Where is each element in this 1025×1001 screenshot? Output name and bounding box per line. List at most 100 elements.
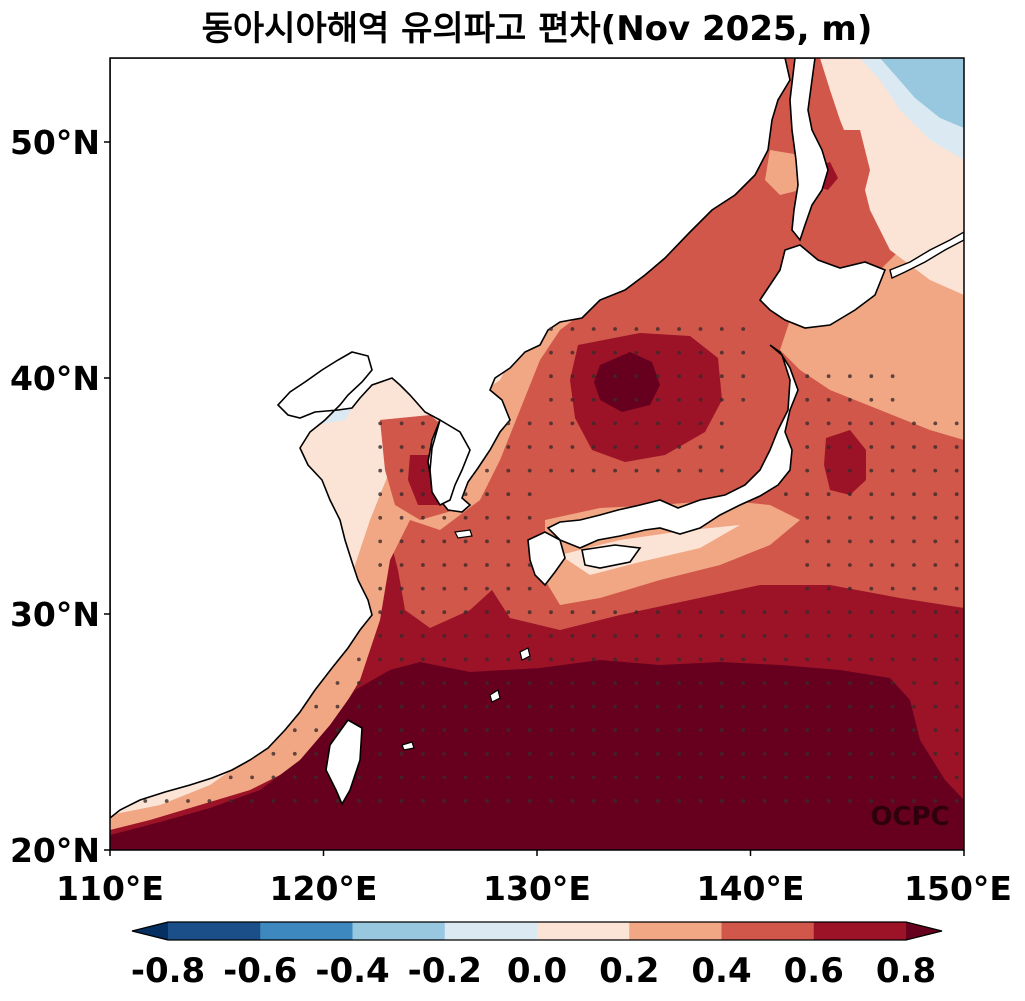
significance-dot <box>719 468 724 473</box>
significance-dot <box>698 681 703 685</box>
significance-dot <box>933 799 938 803</box>
colorbar-segment <box>168 922 261 940</box>
significance-dot <box>421 468 425 473</box>
significance-dot <box>954 633 959 638</box>
significance-dot <box>954 539 959 544</box>
significance-dot <box>655 704 660 709</box>
significance-dot <box>784 610 788 615</box>
significance-dot <box>250 799 255 803</box>
significance-dot <box>890 445 895 449</box>
significance-dot <box>848 374 852 379</box>
significance-dot <box>741 728 746 733</box>
significance-dot <box>634 445 639 449</box>
significance-dot <box>954 704 959 709</box>
significance-dot <box>655 350 660 355</box>
significance-dot <box>719 799 724 803</box>
significance-dot <box>613 350 617 355</box>
significance-dot <box>634 397 639 402</box>
significance-dot <box>954 421 959 426</box>
significance-dot <box>698 374 703 379</box>
significance-dot <box>954 610 959 615</box>
significance-dot <box>741 374 746 379</box>
significance-dot <box>698 728 703 733</box>
significance-dot <box>698 704 703 709</box>
significance-dot <box>442 610 447 615</box>
significance-dot <box>954 468 959 473</box>
significance-dot <box>506 586 511 591</box>
colorbar-tick-label: 0.6 <box>784 951 844 991</box>
significance-dot <box>655 445 660 449</box>
significance-dot <box>762 751 767 756</box>
significance-dot <box>613 704 617 709</box>
significance-dot <box>848 657 852 662</box>
significance-dot <box>784 657 788 662</box>
lon-tick-label: 150°E <box>904 869 1012 908</box>
significance-dot <box>463 539 468 544</box>
significance-dot <box>933 515 938 520</box>
land-sakhalin <box>789 58 829 242</box>
significance-dot <box>399 704 404 709</box>
significance-dot <box>591 751 596 756</box>
significance-dot <box>826 728 831 733</box>
significance-dot <box>890 421 895 426</box>
lon-tick-label: 120°E <box>270 869 378 908</box>
significance-dot <box>890 586 895 591</box>
significance-dot <box>292 751 297 756</box>
significance-dot <box>634 327 639 331</box>
significance-dot <box>677 421 681 426</box>
significance-dot <box>506 515 511 520</box>
significance-dot <box>463 563 468 567</box>
significance-dot <box>912 563 916 567</box>
significance-dot <box>378 799 383 803</box>
significance-dot <box>826 539 831 544</box>
significance-dot <box>378 445 383 449</box>
significance-dot <box>890 728 895 733</box>
significance-dot <box>869 397 874 402</box>
lat-tick-label: 50°N <box>10 123 100 162</box>
significance-dot <box>506 728 511 733</box>
significance-dot <box>933 610 938 615</box>
significance-dot <box>591 350 596 355</box>
significance-dot <box>890 681 895 685</box>
significance-dot <box>912 799 916 803</box>
significance-dot <box>890 515 895 520</box>
anomaly-band-0.8-plus <box>594 352 660 412</box>
significance-dot <box>591 657 596 662</box>
lat-tick-label: 30°N <box>10 595 100 634</box>
significance-dot <box>549 610 553 615</box>
significance-dot <box>549 468 553 473</box>
significance-dot <box>378 657 383 662</box>
significance-dot <box>357 704 361 709</box>
significance-dot <box>250 775 255 780</box>
significance-dot <box>292 728 297 733</box>
significance-dot <box>186 799 190 803</box>
significance-dot <box>954 445 959 449</box>
significance-dot <box>826 563 831 567</box>
significance-dot <box>271 751 276 756</box>
significance-dot <box>399 657 404 662</box>
significance-dot <box>826 657 831 662</box>
significance-dot <box>570 728 575 733</box>
significance-dot <box>442 704 447 709</box>
significance-dot <box>506 775 511 780</box>
significance-dot <box>762 799 767 803</box>
significance-dot <box>869 539 874 544</box>
significance-dot <box>399 775 404 780</box>
significance-dot <box>591 799 596 803</box>
colorbar-segment <box>444 922 538 940</box>
significance-dot <box>549 397 553 402</box>
significance-dot <box>463 751 468 756</box>
significance-dot <box>570 681 575 685</box>
significance-dot <box>805 633 810 638</box>
significance-dot <box>719 775 724 780</box>
significance-dot <box>677 775 681 780</box>
significance-dot <box>826 397 831 402</box>
significance-dot <box>719 350 724 355</box>
significance-dot <box>506 468 511 473</box>
significance-dot <box>719 704 724 709</box>
significance-dot <box>399 539 404 544</box>
significance-dot <box>954 492 959 497</box>
significance-dot <box>570 327 575 331</box>
significance-dot <box>442 799 447 803</box>
significance-dot <box>570 468 575 473</box>
